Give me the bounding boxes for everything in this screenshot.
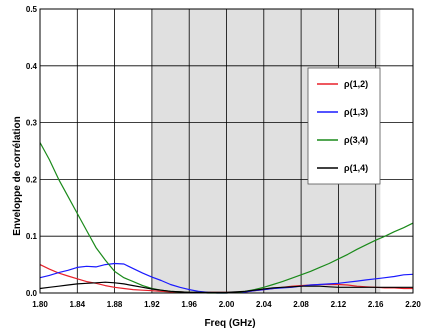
x-tick-label: 1.92: [144, 300, 160, 309]
legend-label: ρ(1,4): [344, 163, 368, 173]
legend-label: ρ(1,2): [344, 79, 368, 89]
series-line-4: [39, 281, 413, 293]
legend: ρ(1,2) ρ(1,3) ρ(3,4) ρ(1,4): [307, 67, 381, 185]
x-tick-label: 2.20: [405, 300, 421, 309]
x-tick-label: 2.00: [219, 300, 235, 309]
x-tick-label: 1.84: [70, 300, 86, 309]
legend-box: [307, 67, 381, 185]
y-tick-label: 0.4: [26, 62, 38, 71]
x-axis-label: Freq (GHz): [204, 318, 255, 329]
x-tick-label: 2.08: [293, 300, 309, 309]
legend-label: ρ(1,3): [344, 107, 368, 117]
plot-frame: [39, 8, 414, 294]
y-tick-label: 0.0: [26, 289, 38, 298]
x-tick-label: 1.88: [107, 300, 123, 309]
y-tick-label: 0.5: [26, 5, 38, 14]
x-tick-label: 2.04: [256, 300, 272, 309]
x-tick-label: 1.80: [32, 300, 48, 309]
x-tick-label: 1.96: [181, 300, 197, 309]
y-tick-label: 0.2: [26, 175, 38, 184]
x-tick-label: 2.12: [331, 300, 347, 309]
axis-layer: 1.80 1.84 1.88 1.92 1.96 2.00 2.04 2.08 2.12 2.16…: [26, 5, 421, 309]
y-axis-label: Enveloppe de corrélation: [12, 116, 23, 235]
legend-label: ρ(3,4): [344, 135, 368, 145]
y-tick-label: 0.3: [26, 119, 38, 128]
y-tick-label: 0.1: [26, 232, 38, 241]
x-tick-label: 2.16: [368, 300, 384, 309]
